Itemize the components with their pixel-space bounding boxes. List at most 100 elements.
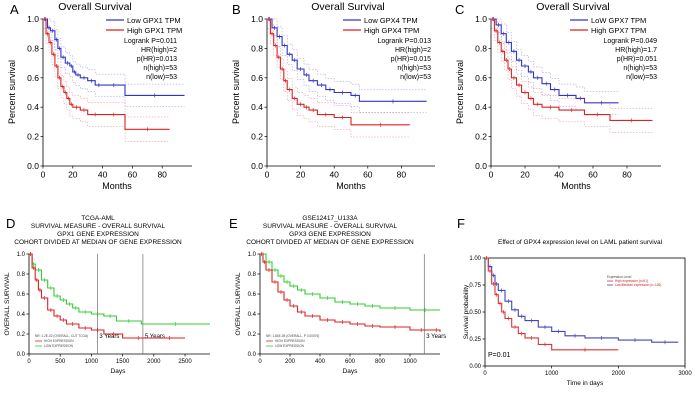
year-marker-label: 5 Years	[145, 334, 165, 340]
series-line-high-gpx1-tpm	[43, 18, 170, 130]
chart-a-x-tick: 20	[68, 170, 78, 180]
chart-e-y-tick: 1.0	[248, 252, 257, 258]
chart-a-y-tick: 0.2	[27, 132, 39, 142]
chart-e-y-tick: 0.4	[248, 312, 257, 318]
chart-c-y-label: Percent survival	[455, 60, 465, 124]
chart-c-y-tick: 0.4	[475, 102, 487, 112]
stat-hr: HR(high)=2	[395, 47, 431, 54]
chart-f-legend: Expression Level High expression (n=51) …	[607, 275, 661, 287]
chart-b-legend: Low GPX4 TPM High GPX4 TPM	[343, 16, 419, 35]
series-line-high-expression-n-51	[485, 257, 619, 351]
chart-a-y-tick: 0.4	[27, 102, 39, 112]
chart-e-x-tick: 1000	[403, 359, 417, 365]
stat-n-high: n(high)=53	[623, 65, 657, 72]
stat-p-hr: p(HR)=0.015	[391, 56, 431, 63]
series-ci-high-gpx4-tpm	[267, 18, 410, 113]
series-ci-high-gpx1-tpm	[43, 28, 170, 142]
chart-a-y-label: Percent survival	[7, 60, 17, 124]
chart-e-y-tick: 0.0	[248, 352, 257, 358]
series-line-low-gpx1-tpm	[43, 18, 185, 96]
chart-b-y-tick: 0.0	[251, 161, 263, 171]
chart-a-y-tick: 0.8	[27, 43, 39, 53]
panel-label-c: C	[455, 2, 464, 17]
chart-e-x-tick: 400	[315, 359, 326, 365]
series-line-low-medium-expression-n-105	[485, 257, 679, 343]
chart-e-title-line: SURVIVAL MEASURE - OVERALL SURVIVAL	[263, 223, 398, 230]
chart-a-legend: Low GPX1 TPM High GPX1 TPM	[106, 16, 182, 35]
legend-statistic: NR: 1.84E-05 (OVERALL, P 0.00076)	[266, 334, 319, 338]
chart-f-x-tick: 1000	[545, 371, 559, 377]
series-ci-high-gpx4-tpm	[267, 28, 410, 138]
stat-n-low: n(low)=53	[626, 74, 657, 81]
chart-c-y-tick: 0.2	[475, 132, 487, 142]
chart-d-x-label: Days	[111, 368, 127, 375]
chart-a-x-tick: 60	[128, 170, 138, 180]
stat-logrank: Logrank P=0.013	[377, 38, 431, 45]
series-ci-low-gpx1-tpm	[43, 28, 185, 108]
chart-b-x-tick: 60	[363, 170, 373, 180]
panel-a-survival-gpx1: A Overall Survival 0.0 0.2 0.4 0.6 0.8 1.0 0 2…	[7, 1, 192, 191]
stat-n-high: n(high)=53	[143, 65, 177, 72]
chart-d-legend: NR: 1.2E-02 (OVERALL, CUT TCGA) HIGH EXP…	[35, 334, 88, 348]
chart-b-x-tick: 80	[397, 170, 407, 180]
series-ci-low-gpx1-tpm	[43, 18, 185, 85]
chart-d-x-tick: 1000	[85, 359, 99, 365]
chart-d-title-line: SURVIVAL MEASURE - OVERALL SURVIVAL	[31, 223, 166, 230]
panel-label-f: F	[457, 216, 465, 231]
chart-f-x-tick: 3000	[678, 371, 692, 377]
stat-n-low: n(low)=53	[146, 74, 177, 81]
chart-b-x-tick: 20	[296, 170, 306, 180]
chart-b-y-tick: 0.2	[251, 132, 263, 142]
chart-d-y-tick: 0.2	[17, 332, 26, 338]
chart-b-y-tick: 0.8	[251, 43, 263, 53]
chart-d-x-tick: 2000	[147, 359, 161, 365]
stat-hr: HR(high)=2	[141, 47, 177, 54]
panel-e-gse12417: E GSE12417_U133A SURVIVAL MEASURE - OVER…	[229, 215, 446, 375]
series-line-low-expression	[29, 253, 210, 325]
chart-e-y-tick: 0.8	[248, 272, 257, 278]
chart-b-x-label: Months	[336, 181, 366, 191]
legend-entry-high: High GPX7 TPM	[591, 26, 646, 35]
legend-title: Expression Level	[607, 275, 632, 279]
chart-f-y-tick: 0.50	[469, 310, 481, 316]
panel-c-survival-gpx7: C Overall Survival 0.0 0.2 0.4 0.6 0.8 1.0 0 2…	[455, 1, 661, 191]
series-ci-low-gpx7-tpm	[491, 18, 619, 92]
chart-d-y-label: OVERALL SURVIVAL	[4, 272, 11, 335]
chart-f-y-tick: 0.25	[469, 337, 481, 343]
chart-e-y-tick: 0.2	[248, 332, 257, 338]
stat-logrank: Logrank P=0.011	[124, 38, 177, 45]
legend-entry-low: LoW GPX7 TPM	[591, 16, 646, 25]
chart-b-y-tick: 1.0	[251, 14, 263, 24]
chart-d-y-tick: 0.6	[17, 292, 26, 298]
chart-c-legend: LoW GPX7 TPM High GPX7 TPM	[570, 16, 646, 35]
series-ci-low-gpx4-tpm	[267, 28, 427, 114]
legend-entry-low: LOW EXPRESSION	[44, 344, 74, 348]
chart-d-y-tick: 0.8	[17, 272, 26, 278]
legend-entry-high: HIGH EXPRESSION	[275, 339, 305, 343]
chart-c-y-tick: 1.0	[475, 14, 487, 24]
chart-d-x-tick: 1500	[116, 359, 130, 365]
chart-c-x-tick: 80	[622, 170, 632, 180]
chart-e-x-tick: 0	[258, 359, 262, 365]
legend-entry-low: LOW EXPRESSION	[275, 344, 305, 348]
chart-f-x-tick: 0	[483, 371, 487, 377]
chart-e-x-tick: 800	[375, 359, 386, 365]
stat-n-low: n(low)=53	[400, 74, 431, 81]
chart-d-title-line: TCGA-AML	[81, 215, 115, 222]
chart-a-y-tick: 0.6	[27, 73, 39, 83]
chart-e-title-line: COHORT DIVIDED AT MEDIAN OF GENE EXPRESS…	[246, 239, 414, 246]
chart-d-title-line: COHORT DIVIDED AT MEDIAN OF GENE EXPRESS…	[14, 239, 182, 246]
chart-e-title-line: GPX3 GENE EXPRESSION	[289, 231, 371, 238]
chart-c-x-label: Months	[561, 181, 591, 191]
chart-f-title: Effect of GPX4 expression level on LAML …	[498, 239, 663, 246]
chart-f-p-value: P=0.01	[488, 352, 510, 359]
chart-f-y-tick: 0.75	[469, 283, 481, 289]
chart-c-y-tick: 0.8	[475, 43, 487, 53]
chart-c-x-tick: 0	[489, 170, 494, 180]
chart-d-y-tick: 1.0	[17, 252, 26, 258]
year-marker-label: 3 Years	[426, 334, 446, 340]
chart-a-y-tick: 0.0	[27, 161, 39, 171]
stat-p-hr: p(HR)=0.051	[617, 56, 657, 63]
chart-b-y-tick: 0.6	[251, 73, 263, 83]
